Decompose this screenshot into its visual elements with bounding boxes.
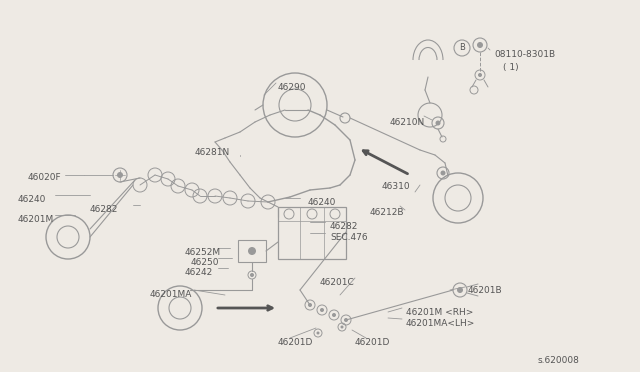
Text: 46201C: 46201C	[320, 278, 355, 287]
Text: s.620008: s.620008	[538, 356, 580, 365]
Text: 46212B: 46212B	[370, 208, 404, 217]
Circle shape	[320, 308, 324, 312]
Circle shape	[332, 313, 336, 317]
Circle shape	[344, 318, 348, 322]
Text: 46201D: 46201D	[355, 338, 390, 347]
Text: 46240: 46240	[308, 198, 337, 207]
Text: 46201D: 46201D	[278, 338, 314, 347]
Circle shape	[248, 247, 256, 255]
Text: 46020F: 46020F	[28, 173, 61, 182]
Text: 08110-8301B: 08110-8301B	[494, 50, 555, 59]
Text: B: B	[459, 44, 465, 52]
Circle shape	[250, 273, 254, 277]
Circle shape	[477, 42, 483, 48]
Text: 46201MA<LH>: 46201MA<LH>	[406, 319, 476, 328]
Circle shape	[317, 331, 319, 334]
Text: 46210N: 46210N	[390, 118, 425, 127]
Text: 46240: 46240	[18, 195, 46, 204]
Circle shape	[308, 303, 312, 307]
Text: SEC.476: SEC.476	[330, 233, 367, 242]
Circle shape	[457, 287, 463, 293]
Circle shape	[440, 170, 445, 176]
Text: 46250: 46250	[191, 258, 220, 267]
Circle shape	[478, 73, 482, 77]
Text: 46201M <RH>: 46201M <RH>	[406, 308, 474, 317]
Text: 46310: 46310	[382, 182, 411, 191]
Text: 46201B: 46201B	[468, 286, 502, 295]
Text: 46282: 46282	[330, 222, 358, 231]
Text: 46290: 46290	[278, 83, 307, 92]
Text: 46242: 46242	[185, 268, 213, 277]
Circle shape	[117, 172, 123, 178]
Text: 46201MA: 46201MA	[150, 290, 193, 299]
Text: 46281N: 46281N	[195, 148, 230, 157]
Text: 46201M: 46201M	[18, 215, 54, 224]
Circle shape	[340, 326, 344, 328]
Text: 46252M: 46252M	[185, 248, 221, 257]
Text: 46282: 46282	[90, 205, 118, 214]
Circle shape	[435, 121, 440, 125]
Text: ( 1): ( 1)	[503, 63, 518, 72]
